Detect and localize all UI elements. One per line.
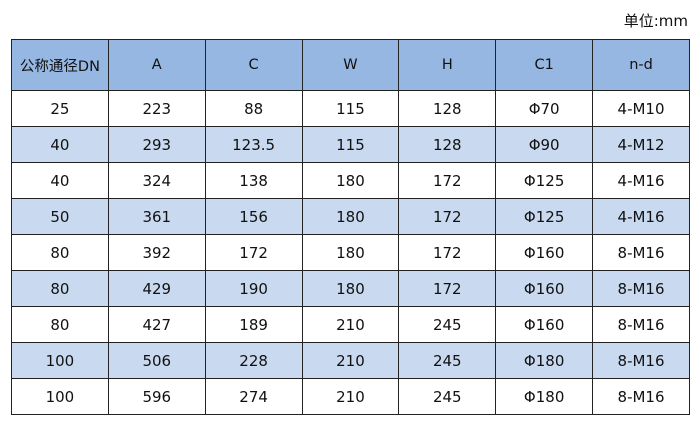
table-cell: 429 bbox=[107, 270, 206, 307]
table-cell: 245 bbox=[398, 378, 497, 415]
table-cell: 25 bbox=[11, 90, 109, 127]
column-header: W bbox=[301, 39, 400, 91]
table-cell: 4-M16 bbox=[592, 198, 690, 235]
table-cell: 245 bbox=[398, 342, 497, 379]
table-cell: Φ160 bbox=[495, 270, 594, 307]
table-row: 25 223 88 115 128 Φ70 4-M10 bbox=[11, 90, 690, 127]
column-header: n-d bbox=[592, 39, 690, 91]
table-cell: 80 bbox=[11, 306, 109, 343]
table-cell: 50 bbox=[11, 198, 109, 235]
table-cell: 210 bbox=[301, 342, 400, 379]
table-row: 100 506 228 210 245 Φ180 8-M16 bbox=[11, 342, 690, 379]
table-cell: 8-M16 bbox=[592, 234, 690, 271]
column-header: H bbox=[398, 39, 497, 91]
table-cell: 190 bbox=[204, 270, 303, 307]
table-cell: 245 bbox=[398, 306, 497, 343]
table-cell: Φ125 bbox=[495, 162, 594, 199]
column-header: C bbox=[204, 39, 303, 91]
table-cell: 228 bbox=[204, 342, 303, 379]
spec-table: 公称通径DN A C W H C1 n-d 25 223 88 115 128 Φ70 4-M10 40 2… bbox=[11, 39, 690, 415]
table-cell: Φ180 bbox=[495, 342, 594, 379]
table-cell: 100 bbox=[11, 378, 109, 415]
table-cell: 210 bbox=[301, 378, 400, 415]
table-cell: 172 bbox=[204, 234, 303, 271]
table-cell: 293 bbox=[107, 126, 206, 163]
table-cell: 180 bbox=[301, 162, 400, 199]
table-cell: 180 bbox=[301, 270, 400, 307]
table-cell: 223 bbox=[107, 90, 206, 127]
table-cell: 8-M16 bbox=[592, 378, 690, 415]
table-cell: 4-M10 bbox=[592, 90, 690, 127]
table-row: 40 293 123.5 115 128 Φ90 4-M12 bbox=[11, 126, 690, 163]
table-cell: 189 bbox=[204, 306, 303, 343]
table-cell: 115 bbox=[301, 90, 400, 127]
table-cell: 8-M16 bbox=[592, 306, 690, 343]
table-cell: 172 bbox=[398, 270, 497, 307]
column-header: A bbox=[107, 39, 206, 91]
header-row: 公称通径DN A C W H C1 n-d bbox=[11, 39, 690, 91]
table-cell: 80 bbox=[11, 234, 109, 271]
table-row: 100 596 274 210 245 Φ180 8-M16 bbox=[11, 378, 690, 415]
table-cell: 172 bbox=[398, 198, 497, 235]
table-cell: 156 bbox=[204, 198, 303, 235]
table-cell: 100 bbox=[11, 342, 109, 379]
table-cell: 180 bbox=[301, 234, 400, 271]
table-row: 50 361 156 180 172 Φ125 4-M16 bbox=[11, 198, 690, 235]
table-cell: 4-M16 bbox=[592, 162, 690, 199]
table-cell: Φ70 bbox=[495, 90, 594, 127]
table-cell: 128 bbox=[398, 90, 497, 127]
table-cell: 115 bbox=[301, 126, 400, 163]
table-row: 80 427 189 210 245 Φ160 8-M16 bbox=[11, 306, 690, 343]
table-cell: 88 bbox=[204, 90, 303, 127]
table-cell: 506 bbox=[107, 342, 206, 379]
table-cell: 210 bbox=[301, 306, 400, 343]
table-cell: 172 bbox=[398, 162, 497, 199]
table-cell: 596 bbox=[107, 378, 206, 415]
table-cell: 40 bbox=[11, 162, 109, 199]
table-row: 40 324 138 180 172 Φ125 4-M16 bbox=[11, 162, 690, 199]
table-cell: 138 bbox=[204, 162, 303, 199]
table-cell: 180 bbox=[301, 198, 400, 235]
table-cell: Φ160 bbox=[495, 306, 594, 343]
table-cell: 361 bbox=[107, 198, 206, 235]
table-cell: Φ125 bbox=[495, 198, 594, 235]
table-cell: 274 bbox=[204, 378, 303, 415]
table-cell: 392 bbox=[107, 234, 206, 271]
table-cell: 8-M16 bbox=[592, 270, 690, 307]
table-cell: 123.5 bbox=[204, 126, 303, 163]
table-row: 80 392 172 180 172 Φ160 8-M16 bbox=[11, 234, 690, 271]
table-row: 80 429 190 180 172 Φ160 8-M16 bbox=[11, 270, 690, 307]
column-header: C1 bbox=[495, 39, 594, 91]
table-cell: Φ90 bbox=[495, 126, 594, 163]
table-cell: 4-M12 bbox=[592, 126, 690, 163]
unit-label: 单位:mm bbox=[623, 12, 688, 30]
table-cell: 40 bbox=[11, 126, 109, 163]
table-cell: 324 bbox=[107, 162, 206, 199]
table-cell: Φ180 bbox=[495, 378, 594, 415]
table-cell: 172 bbox=[398, 234, 497, 271]
table-cell: 427 bbox=[107, 306, 206, 343]
table-cell: Φ160 bbox=[495, 234, 594, 271]
table-cell: 128 bbox=[398, 126, 497, 163]
column-header: 公称通径DN bbox=[11, 39, 109, 91]
table-cell: 80 bbox=[11, 270, 109, 307]
table-cell: 8-M16 bbox=[592, 342, 690, 379]
